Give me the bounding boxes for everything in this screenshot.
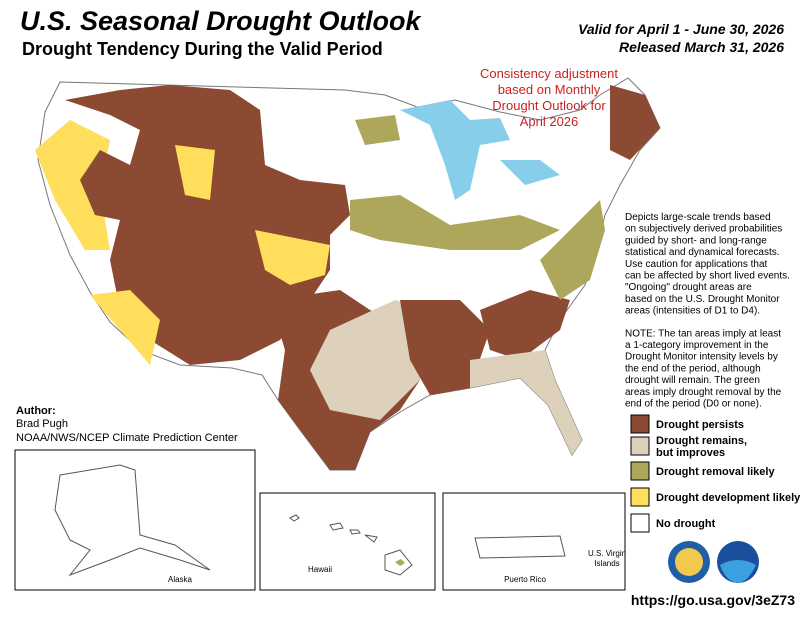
drought-development-area [175,145,215,200]
description-line: Use caution for applications that [625,259,768,270]
puerto-rico-shape [474,535,566,559]
valid-period: Valid for April 1 - June 30, 2026 [578,21,784,37]
annotation-line: Consistency adjustment [480,66,618,81]
description-line: areas (intensities of D1 to D4). [625,306,760,317]
note-line: drought will remain. The green [625,375,760,386]
drought-removal-area [395,559,405,566]
legend-label: Drought removal likely [656,466,775,478]
legend-label: Drought remains, [656,435,747,447]
legend-label: No drought [656,518,716,530]
drought-persists-area [610,85,660,160]
note-line: a 1-category improvement in the [625,340,769,351]
release-date: Released March 31, 2026 [619,39,784,55]
great-lakes [500,160,560,185]
url: https://go.usa.gov/3eZ73 [631,592,795,608]
author-heading: Author: [16,405,56,417]
author-org: NOAA/NWS/NCEP Climate Prediction Center [16,432,238,444]
annotation: Consistency adjustment based on Monthly … [480,66,618,129]
description-line: "Ongoing" drought areas are [625,282,752,293]
drought-removal-area [350,195,560,250]
legend-swatch [630,487,650,507]
description-line: based on the U.S. Drought Monitor [625,294,780,305]
great-lakes [400,100,510,200]
noaa-logo-wave [720,560,756,583]
description-line: Depicts large-scale trends based [625,212,771,223]
legend-swatch [630,436,650,456]
hawaii-shape [289,514,413,576]
title: U.S. Seasonal Drought Outlook [20,6,423,36]
description-line: can be affected by short lived events. [625,271,790,282]
annotation-line: Drought Outlook for [492,98,606,113]
legend-label: but improves [656,447,725,459]
subtitle: Drought Tendency During the Valid Period [22,39,383,59]
conus-map [35,77,661,471]
note-line: end of the period (D0 or none). [625,399,762,410]
drought-development-area [255,230,330,285]
legend-label: Drought persists [656,419,744,431]
alaska-label: Alaska [168,575,193,584]
legend-swatch [630,513,650,533]
alaska-shape [54,464,211,577]
legend: Drought persists Drought remains,but impr… [630,414,800,533]
virgin-islands-label: U.S. Virgin [588,549,626,558]
virgin-islands-label: Islands [594,559,619,568]
author-name: Brad Pugh [16,418,68,430]
note-line: NOTE: The tan areas imply at least [625,328,781,339]
annotation-line: April 2026 [520,114,579,129]
description-line: statistical and dynamical forecasts. [625,247,780,258]
note-line: areas imply drought removal by the [625,387,782,398]
drought-improves-area [310,300,430,420]
legend-swatch [630,414,650,434]
annotation-line: based on Monthly [498,82,601,97]
drought-persists-area [65,85,350,365]
hawaii-label: Hawaii [308,565,332,574]
doc-logo-inner [675,548,703,576]
note-line: Drought Monitor intensity levels by [625,352,778,363]
drought-development-area [35,120,110,250]
drought-removal-area [355,115,400,145]
drought-persists-area [480,290,570,360]
drought-improves-area [470,350,582,455]
description-line: guided by short- and long-range [625,235,767,246]
drought-removal-area [540,200,605,300]
hawaii-inset [259,492,436,591]
legend-swatch [630,461,650,481]
puerto-rico-label: Puerto Rico [504,575,546,584]
drought-persists-area [400,300,490,395]
legend-label: Drought development likely [656,492,800,504]
drought-development-area [90,290,160,365]
description-line: on subjectively derived probabilities [625,224,782,235]
note-line: the end of the period, although [625,363,761,374]
